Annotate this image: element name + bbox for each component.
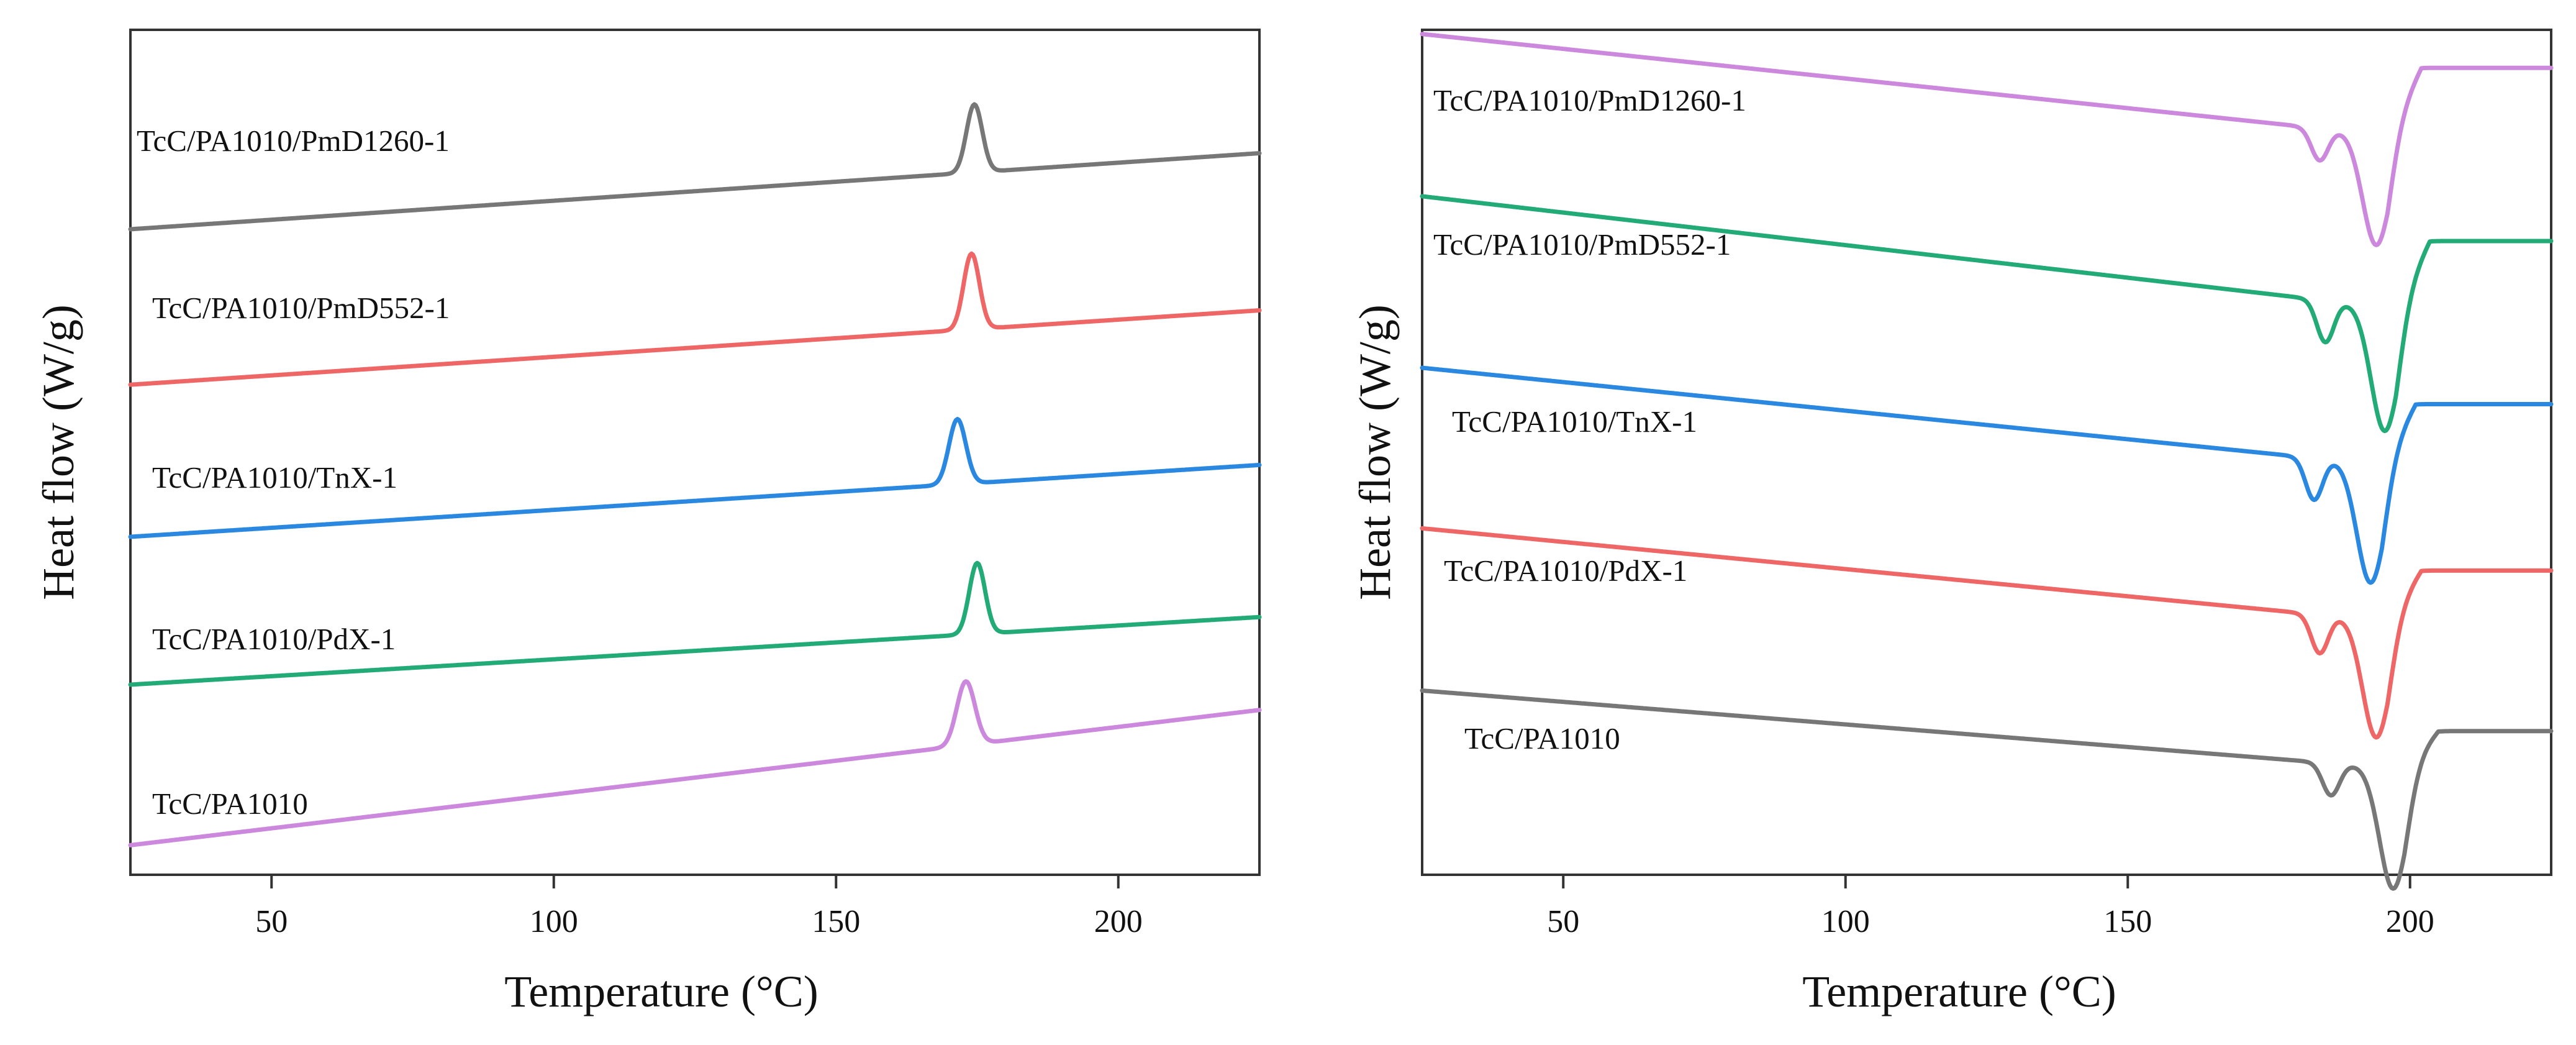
left-x-tick-label-50: 50 (255, 904, 288, 939)
left-x-tick-label-100: 100 (530, 904, 578, 939)
left-label-pdx: TcC/PA1010/PdX-1 (152, 622, 396, 656)
right-x-tick-label-50: 50 (1547, 904, 1579, 939)
right-series-tcc-pa1010 (1420, 688, 2554, 891)
right-x-ticks: 50 100 150 200 (1547, 875, 2434, 939)
right-x-tick-label-100: 100 (1821, 904, 1870, 939)
right-curve-labels: TcC/PA1010/PmD1260-1 TcC/PA1010/PmD552-1… (1433, 83, 1746, 755)
left-label-pmd1260: TcC/PA1010/PmD1260-1 (137, 124, 450, 158)
left-x-axis-title: Temperature (°C) (504, 967, 819, 1016)
left-series-tcc-pa1010 (128, 102, 1262, 232)
left-x-tick-label-200: 200 (1094, 904, 1143, 939)
left-series-tcc-pa1010-pmd1260-1 (128, 679, 1262, 847)
right-series-tcc-pa1010-pmd552-1 (1420, 194, 2554, 434)
right-label-pa1010: TcC/PA1010 (1464, 721, 1620, 755)
right-x-tick-label-200: 200 (2386, 904, 2434, 939)
left-y-axis-title: Heat flow (W/g) (34, 304, 83, 600)
right-panel: TcC/PA1010/PmD1260-1 TcC/PA1010/PmD552-1… (1350, 29, 2554, 1016)
left-x-ticks: 50 100 150 200 (255, 875, 1143, 939)
left-label-tnx: TcC/PA1010/TnX-1 (152, 460, 397, 495)
right-plot-frame (1421, 29, 2552, 876)
left-label-pa1010: TcC/PA1010 (152, 787, 308, 821)
right-series-tcc-pa1010-pdx-1 (1420, 526, 2554, 740)
right-series-tcc-pa1010-pmd1260-1 (1420, 32, 2554, 247)
right-series-tcc-pa1010-tnx-1 (1420, 365, 2554, 585)
left-series-tcc-pa1010-pmd552-1 (128, 560, 1262, 687)
left-plot-frame (129, 29, 1261, 876)
right-label-tnx: TcC/PA1010/TnX-1 (1452, 404, 1697, 439)
right-x-axis-title: Temperature (°C) (1802, 967, 2116, 1016)
right-curves (1420, 32, 2554, 891)
right-y-axis-title: Heat flow (W/g) (1350, 304, 1400, 600)
left-label-pmd552: TcC/PA1010/PmD552-1 (152, 291, 450, 325)
right-x-tick-label-150: 150 (2103, 904, 2152, 939)
right-label-pdx: TcC/PA1010/PdX-1 (1444, 554, 1687, 588)
right-label-pmd552: TcC/PA1010/PmD552-1 (1433, 227, 1731, 262)
left-x-tick-label-150: 150 (812, 904, 860, 939)
left-series-tcc-pa1010-tnx-1 (128, 417, 1262, 539)
left-series-tcc-pa1010-pdx-1 (128, 251, 1262, 387)
left-panel: TcC/PA1010/PmD1260-1 TcC/PA1010/PmD552-1… (34, 29, 1262, 1016)
right-label-pmd1260: TcC/PA1010/PmD1260-1 (1433, 83, 1746, 117)
left-curve-labels: TcC/PA1010/PmD1260-1 TcC/PA1010/PmD552-1… (137, 124, 450, 821)
left-curves (128, 102, 1262, 847)
